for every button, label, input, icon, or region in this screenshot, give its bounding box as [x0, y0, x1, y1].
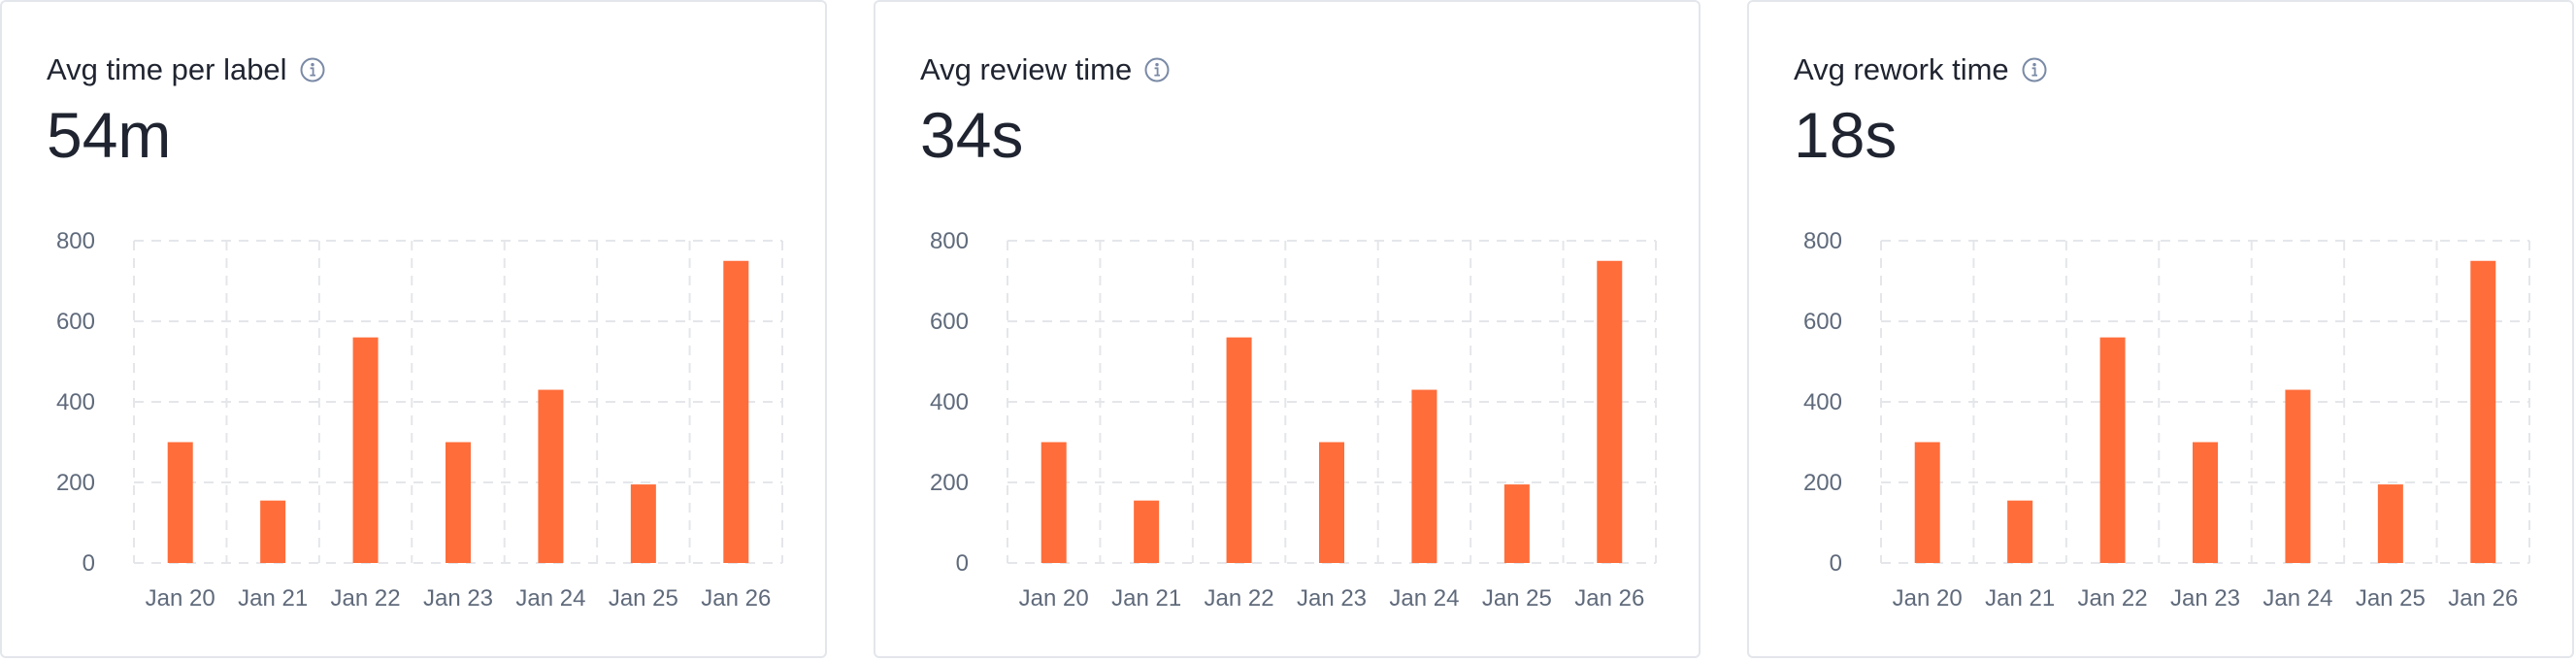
y-tick-label: 200 [930, 470, 969, 496]
bar[interactable] [2470, 260, 2496, 563]
info-icon[interactable] [1143, 56, 1171, 83]
x-tick-label: Jan 20 [1893, 585, 1963, 612]
x-tick-label: Jan 22 [2078, 585, 2148, 612]
bar[interactable] [1411, 389, 1437, 563]
card-title: Avg time per label [47, 52, 287, 86]
info-icon[interactable] [299, 56, 326, 83]
bar[interactable] [538, 389, 564, 563]
y-tick-label: 800 [56, 228, 95, 254]
x-tick-label: Jan 20 [1019, 585, 1089, 612]
y-tick-label: 0 [956, 550, 969, 577]
bar[interactable] [352, 337, 379, 563]
bar[interactable] [167, 442, 193, 564]
bar[interactable] [723, 260, 749, 563]
card-title: Avg review time [920, 52, 1133, 86]
bar[interactable] [1226, 337, 1252, 563]
card-header: Avg review time [920, 52, 1171, 87]
bar[interactable] [2007, 500, 2033, 563]
bar-chart: 0 200 400 600 800 Jan 20 Jan 21 Jan 22 Jan 23 Jan… [56, 228, 783, 612]
info-icon[interactable] [2021, 56, 2048, 83]
x-tick-label: Jan 23 [1297, 585, 1367, 612]
x-tick-label: Jan 25 [2356, 585, 2426, 612]
x-tick-label: Jan 25 [1482, 585, 1552, 612]
card-value: 34s [920, 99, 1024, 171]
y-tick-label: 0 [83, 550, 95, 577]
x-tick-label: Jan 20 [146, 585, 215, 612]
card-title: Avg rework time [1794, 52, 2009, 86]
y-tick-label: 0 [1830, 550, 1842, 577]
y-tick-label: 400 [930, 389, 969, 415]
metric-card-rework-time: Avg rework time 18s 0 200 400 600 800 Jan 20 J… [1747, 0, 2574, 658]
bar[interactable] [446, 442, 471, 564]
bar[interactable] [1503, 484, 1530, 563]
bar[interactable] [630, 484, 656, 563]
y-tick-label: 600 [1803, 309, 1842, 335]
metric-card-time-per-label: Avg time per label 54m 0 200 400 600 800 Jan … [0, 0, 827, 658]
bar[interactable] [2377, 484, 2403, 563]
x-tick-label: Jan 23 [423, 585, 493, 612]
bar[interactable] [1914, 442, 1940, 564]
x-tick-label: Jan 25 [609, 585, 678, 612]
bar[interactable] [260, 500, 286, 563]
bar[interactable] [2193, 442, 2218, 564]
card-header: Avg rework time [1794, 52, 2048, 87]
bar-chart: 0 200 400 600 800 Jan 20 Jan 21 Jan 22 Jan 23 Jan… [1803, 228, 2530, 612]
bar[interactable] [1040, 442, 1067, 564]
card-header: Avg time per label [47, 52, 326, 87]
x-tick-label: Jan 22 [1205, 585, 1274, 612]
x-tick-label: Jan 26 [2448, 585, 2518, 612]
x-tick-label: Jan 26 [701, 585, 771, 612]
y-tick-label: 800 [1803, 228, 1842, 254]
x-tick-label: Jan 24 [2262, 585, 2332, 612]
x-tick-label: Jan 24 [1389, 585, 1459, 612]
bar[interactable] [2099, 337, 2126, 563]
bar[interactable] [1319, 442, 1344, 564]
grid [133, 240, 783, 564]
x-tick-label: Jan 21 [1985, 585, 2055, 612]
metric-card-review-time: Avg review time 34s 0 200 400 600 800 Jan 20 J… [874, 0, 1701, 658]
y-tick-label: 400 [56, 389, 95, 415]
x-tick-label: Jan 21 [1111, 585, 1181, 612]
bar[interactable] [2285, 389, 2311, 563]
y-tick-label: 800 [930, 228, 969, 254]
card-value: 54m [47, 99, 172, 171]
bar[interactable] [1134, 500, 1160, 563]
x-tick-label: Jan 22 [331, 585, 401, 612]
x-tick-label: Jan 21 [238, 585, 308, 612]
x-tick-label: Jan 24 [515, 585, 585, 612]
bar[interactable] [1597, 260, 1623, 563]
x-tick-label: Jan 26 [1574, 585, 1644, 612]
bar-chart: 0 200 400 600 800 Jan 20 Jan 21 Jan 22 Jan 23 Jan… [930, 228, 1657, 612]
y-tick-label: 200 [1803, 470, 1842, 496]
x-tick-label: Jan 23 [2170, 585, 2240, 612]
y-tick-label: 400 [1803, 389, 1842, 415]
y-tick-label: 200 [56, 470, 95, 496]
y-tick-label: 600 [56, 309, 95, 335]
y-tick-label: 600 [930, 309, 969, 335]
card-value: 18s [1794, 99, 1898, 171]
